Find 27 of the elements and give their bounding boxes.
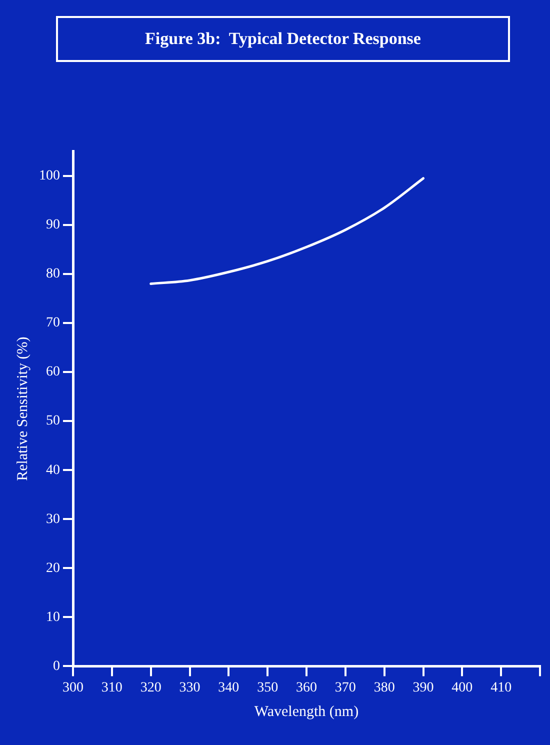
y-tick-label: 40 — [46, 462, 60, 478]
x-tick-label: 370 — [334, 680, 356, 696]
y-tick-label: 20 — [46, 560, 60, 576]
x-tick-label: 300 — [62, 680, 84, 696]
x-tick-label: 330 — [179, 680, 200, 696]
x-tick-label: 350 — [257, 680, 278, 696]
x-tick-label: 400 — [452, 680, 473, 696]
y-tick-label: 30 — [46, 512, 60, 527]
y-tick-label: 100 — [39, 168, 60, 184]
x-axis-title: Wavelength (nm) — [254, 704, 359, 720]
line-series — [150, 177, 424, 286]
chart-title: Figure 3b: Typical Detector Response — [56, 16, 510, 62]
x-tick-label: 380 — [374, 680, 395, 696]
x-tick-label: 340 — [218, 680, 240, 696]
x-tick-label: 320 — [140, 680, 162, 696]
x-tick-label: 310 — [101, 680, 122, 696]
x-tick-label: 390 — [412, 680, 434, 696]
y-tick-label: 80 — [46, 266, 60, 282]
x-tick-label: 410 — [490, 680, 512, 696]
y-tick-label: 60 — [46, 364, 60, 380]
y-tick-label: 90 — [46, 218, 60, 233]
y-tick-label: 10 — [46, 610, 60, 625]
y-tick-label: 70 — [46, 316, 60, 331]
y-tick-label: 50 — [46, 414, 60, 429]
x-tick-label: 360 — [296, 680, 317, 696]
y-tick-label: 0 — [53, 658, 60, 674]
y-axis-title: Relative Sensitivity (%) — [14, 336, 31, 481]
